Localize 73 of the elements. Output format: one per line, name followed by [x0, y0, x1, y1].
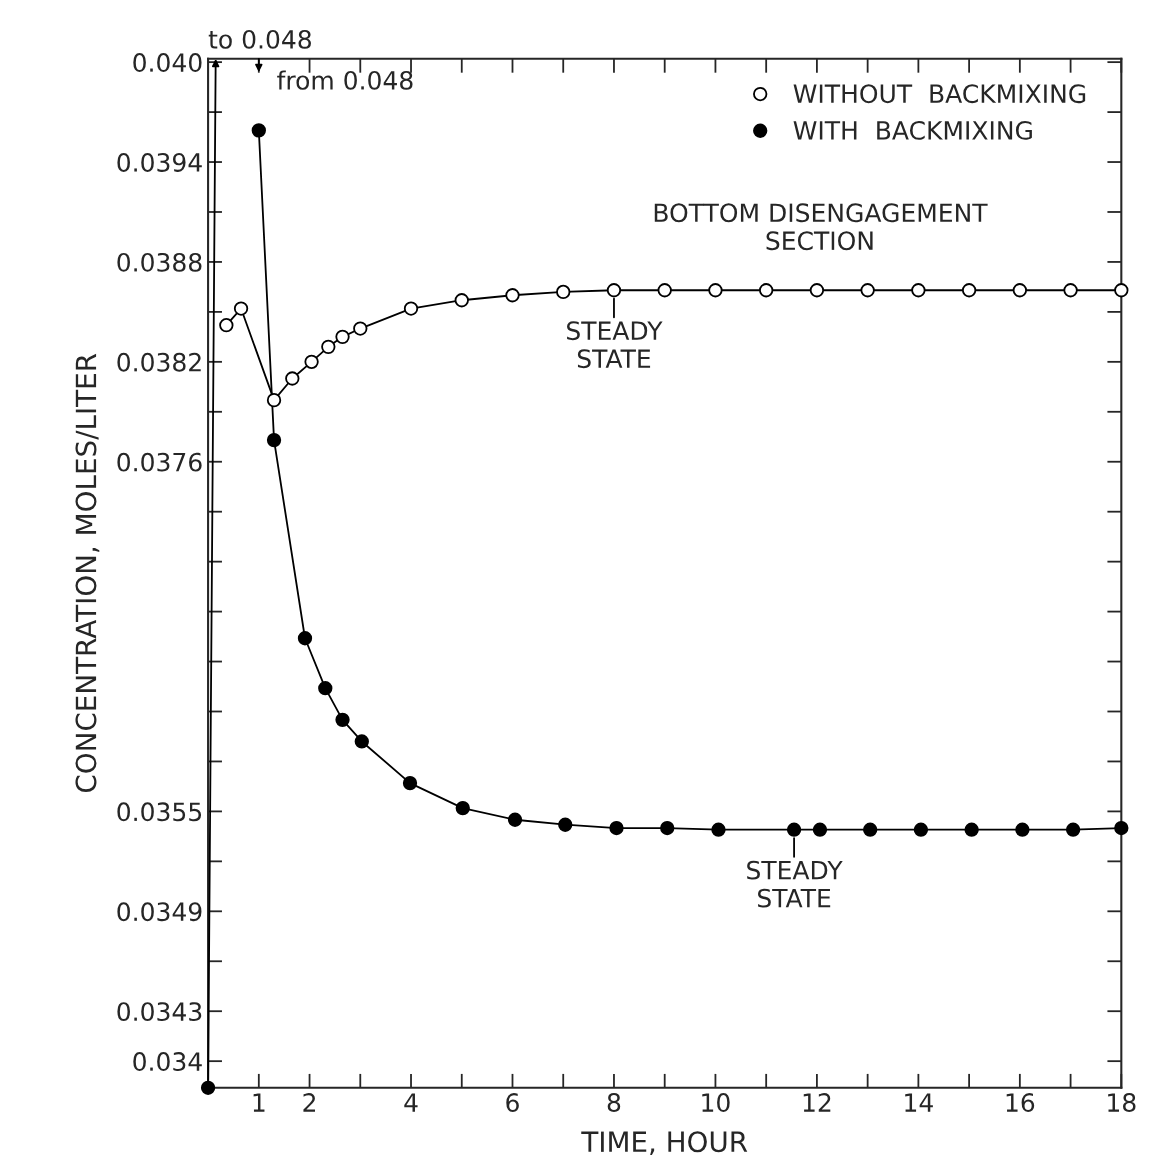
point	[812, 822, 828, 837]
point	[786, 822, 802, 837]
point	[335, 712, 350, 727]
point	[266, 392, 282, 408]
point	[609, 820, 624, 836]
point	[219, 318, 234, 333]
annotation: from 0.048	[277, 70, 413, 90]
point	[455, 800, 470, 816]
x-axis-title: TIME, HOUR	[581, 1131, 748, 1156]
point	[507, 812, 523, 827]
point	[251, 123, 266, 138]
x-tick-label: 6	[506, 1093, 519, 1113]
y-tick-label: 0.040	[133, 53, 202, 72]
point	[660, 820, 675, 836]
legend-label: WITH BACKMIXING	[793, 120, 1032, 140]
x-tick-label: 18	[1108, 1093, 1136, 1113]
point	[1012, 283, 1028, 298]
point	[860, 283, 875, 298]
y-tick-label: 0.0388	[117, 252, 202, 272]
text: to 0.048	[208, 29, 311, 49]
point	[1015, 822, 1030, 837]
point	[505, 288, 520, 303]
y-tick-label: 0.0355	[117, 802, 202, 822]
x-tick-label: 4	[404, 1093, 418, 1112]
point	[200, 1080, 216, 1095]
y-tick-label: 0.0349	[117, 902, 202, 922]
point	[911, 283, 926, 298]
point	[285, 371, 300, 386]
x-tick-label: 2	[303, 1093, 315, 1112]
point	[233, 301, 249, 316]
point	[1114, 283, 1129, 298]
point	[657, 283, 672, 298]
annotation: STEADY STATE	[747, 860, 843, 908]
point	[304, 354, 319, 369]
annotation: BOTTOM DISENGAGEMENT SECTION	[654, 203, 988, 251]
point	[708, 283, 723, 298]
y-axis-title: CONCENTRATION, MOLES/LITER	[75, 353, 100, 793]
y-tick-label: 0.0376	[117, 452, 202, 472]
point	[863, 822, 878, 837]
point	[809, 283, 825, 298]
y-tick-label: 0.0382	[117, 352, 201, 372]
x-tick-label: 8	[607, 1093, 621, 1113]
point	[711, 822, 726, 837]
y-tick-label: 0.034	[133, 1052, 202, 1072]
point	[1114, 820, 1129, 836]
point	[321, 339, 336, 355]
point	[402, 775, 418, 791]
point	[318, 681, 333, 696]
point	[961, 283, 977, 298]
point	[913, 822, 929, 837]
point	[297, 631, 313, 646]
x-tick-label: 16	[1006, 1093, 1035, 1113]
point	[266, 432, 282, 448]
x-tick-label: 1	[253, 1093, 265, 1112]
y-tick-label: 0.0343	[117, 1002, 202, 1022]
x-tick-label: 10	[702, 1093, 730, 1113]
point	[354, 734, 369, 749]
point	[558, 817, 573, 832]
x-tick-label: 14	[905, 1093, 933, 1112]
annotation: STEADY STATE	[567, 321, 663, 369]
point	[606, 283, 622, 298]
point	[964, 822, 979, 837]
point	[1065, 822, 1081, 837]
point	[556, 284, 571, 300]
point	[403, 301, 419, 316]
legend-label: WITHOUT BACKMIXING	[793, 84, 1086, 104]
point	[335, 329, 350, 345]
point	[1063, 283, 1078, 298]
x-tick-label: 12	[803, 1093, 831, 1112]
point	[759, 283, 774, 298]
y-tick-label: 0.0394	[117, 152, 202, 172]
point	[454, 293, 469, 308]
point	[353, 321, 368, 336]
